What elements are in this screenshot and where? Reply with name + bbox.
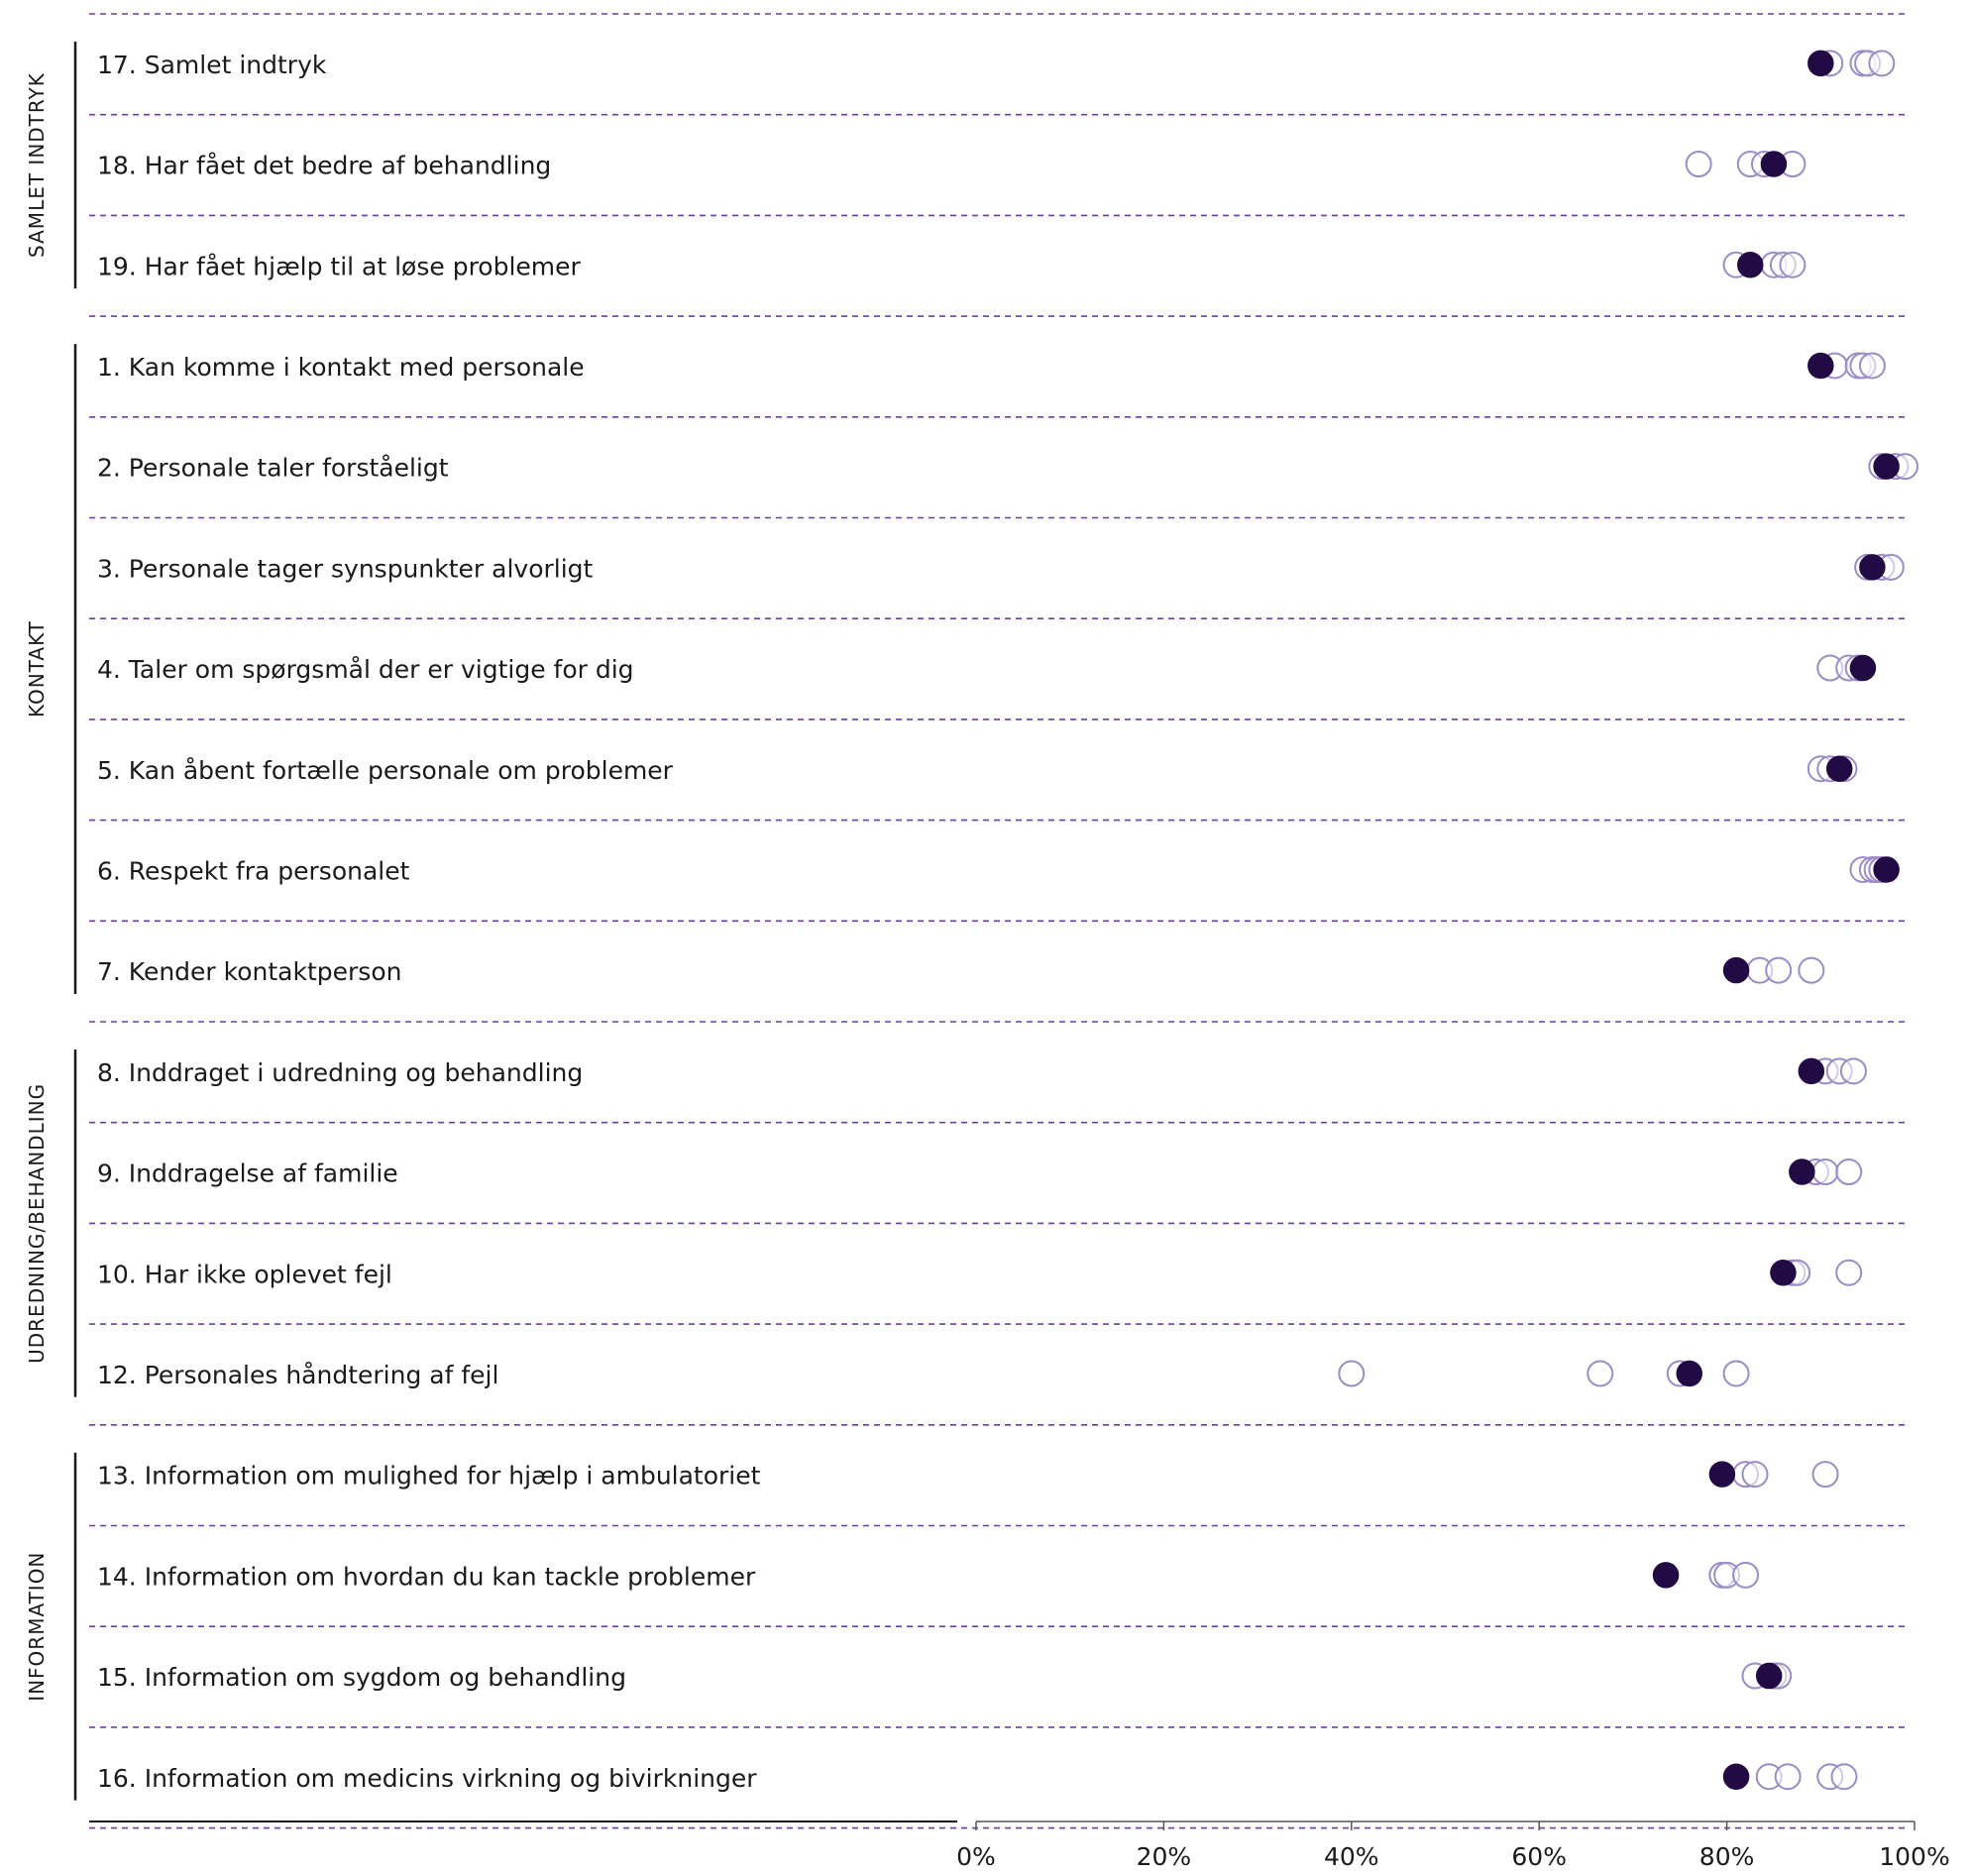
main-dot: [1873, 856, 1900, 883]
comparison-dot: [1685, 151, 1712, 178]
row-label: 1. Kan komme i kontakt med personale: [97, 353, 585, 382]
row-label: 9. Inddragelse af familie: [97, 1159, 398, 1188]
main-dot: [1652, 1562, 1680, 1589]
main-dot: [1789, 1159, 1815, 1185]
comparison-dot: [1779, 251, 1807, 278]
row-label: 14. Information om hvordan du kan tackle…: [97, 1562, 756, 1591]
x-tick-label: 60%: [1511, 1842, 1567, 1871]
row-label: 6. Respekt fra personalet: [97, 856, 410, 885]
comparison-dot: [1858, 352, 1886, 380]
x-tick-label: 40%: [1324, 1842, 1379, 1871]
main-dot: [1873, 453, 1900, 480]
group-label: INFORMATION: [25, 1552, 49, 1702]
row-label: 7. Kender kontaktperson: [97, 957, 401, 986]
row-label: 2. Personale taler forståeligt: [97, 454, 449, 483]
main-dot: [1770, 1260, 1797, 1286]
comparison-dot: [1835, 1159, 1863, 1186]
row-label: 15. Information om sygdom og behandling: [97, 1663, 626, 1692]
comparison-dot: [1774, 1763, 1802, 1791]
main-dot: [1676, 1360, 1702, 1387]
comparison-dot: [1338, 1360, 1366, 1387]
main-dot: [1849, 654, 1877, 682]
group-label: KONTAKT: [25, 620, 49, 717]
x-tick-label: 80%: [1699, 1842, 1755, 1871]
main-dot: [1807, 50, 1834, 77]
x-tick-label: 100%: [1879, 1842, 1949, 1871]
main-dot: [1798, 1057, 1825, 1085]
comparison-dot: [1811, 1159, 1839, 1186]
row-label: 18. Har fået det bedre af behandling: [97, 152, 551, 180]
main-dot: [1859, 554, 1886, 581]
comparison-dot: [1830, 1763, 1858, 1791]
comparison-dot: [1722, 1360, 1750, 1387]
row-label: 19. Har fået hjælp til at løse problemer: [97, 252, 582, 280]
group-label: SAMLET INDTRYK: [25, 72, 49, 258]
x-tick-label: 0%: [956, 1842, 996, 1871]
comparison-dot: [1798, 956, 1825, 984]
comparison-dot: [1835, 1259, 1863, 1286]
main-dot: [1722, 956, 1750, 984]
row-label: 17. Samlet indtryk: [97, 51, 327, 79]
main-dot: [1737, 252, 1764, 278]
comparison-dot: [1868, 50, 1896, 77]
main-dot: [1825, 755, 1853, 782]
row-label: 16. Information om medicins virkning og …: [97, 1764, 757, 1793]
x-tick-label: 20%: [1137, 1842, 1192, 1871]
row-label: 10. Har ikke oplevet fejl: [97, 1260, 392, 1288]
main-dot: [1760, 151, 1788, 177]
comparison-dot: [1741, 1461, 1769, 1489]
comparison-dot: [1587, 1360, 1614, 1387]
row-label: 4. Taler om spørgsmål der er vigtige for…: [97, 655, 634, 684]
row-label: 5. Kan åbent fortælle personale om probl…: [97, 756, 674, 785]
group-label: UDREDNING/BEHANDLING: [25, 1083, 49, 1364]
row-label: 13. Information om mulighed for hjælp i …: [97, 1462, 761, 1490]
main-dot: [1807, 352, 1834, 380]
row-label: 8. Inddraget i udredning og behandling: [97, 1058, 583, 1087]
comparison-dot: [1839, 1057, 1867, 1085]
row-label: 3. Personale tager synspunkter alvorligt: [97, 554, 594, 583]
comparison-dot: [1765, 956, 1793, 984]
comparison-dot: [1811, 1461, 1839, 1489]
main-dot: [1722, 1763, 1750, 1790]
row-label: 12. Personales håndtering af fejl: [97, 1361, 498, 1389]
main-dot: [1708, 1461, 1736, 1488]
main-dot: [1755, 1662, 1783, 1690]
comparison-dot: [1732, 1561, 1760, 1589]
